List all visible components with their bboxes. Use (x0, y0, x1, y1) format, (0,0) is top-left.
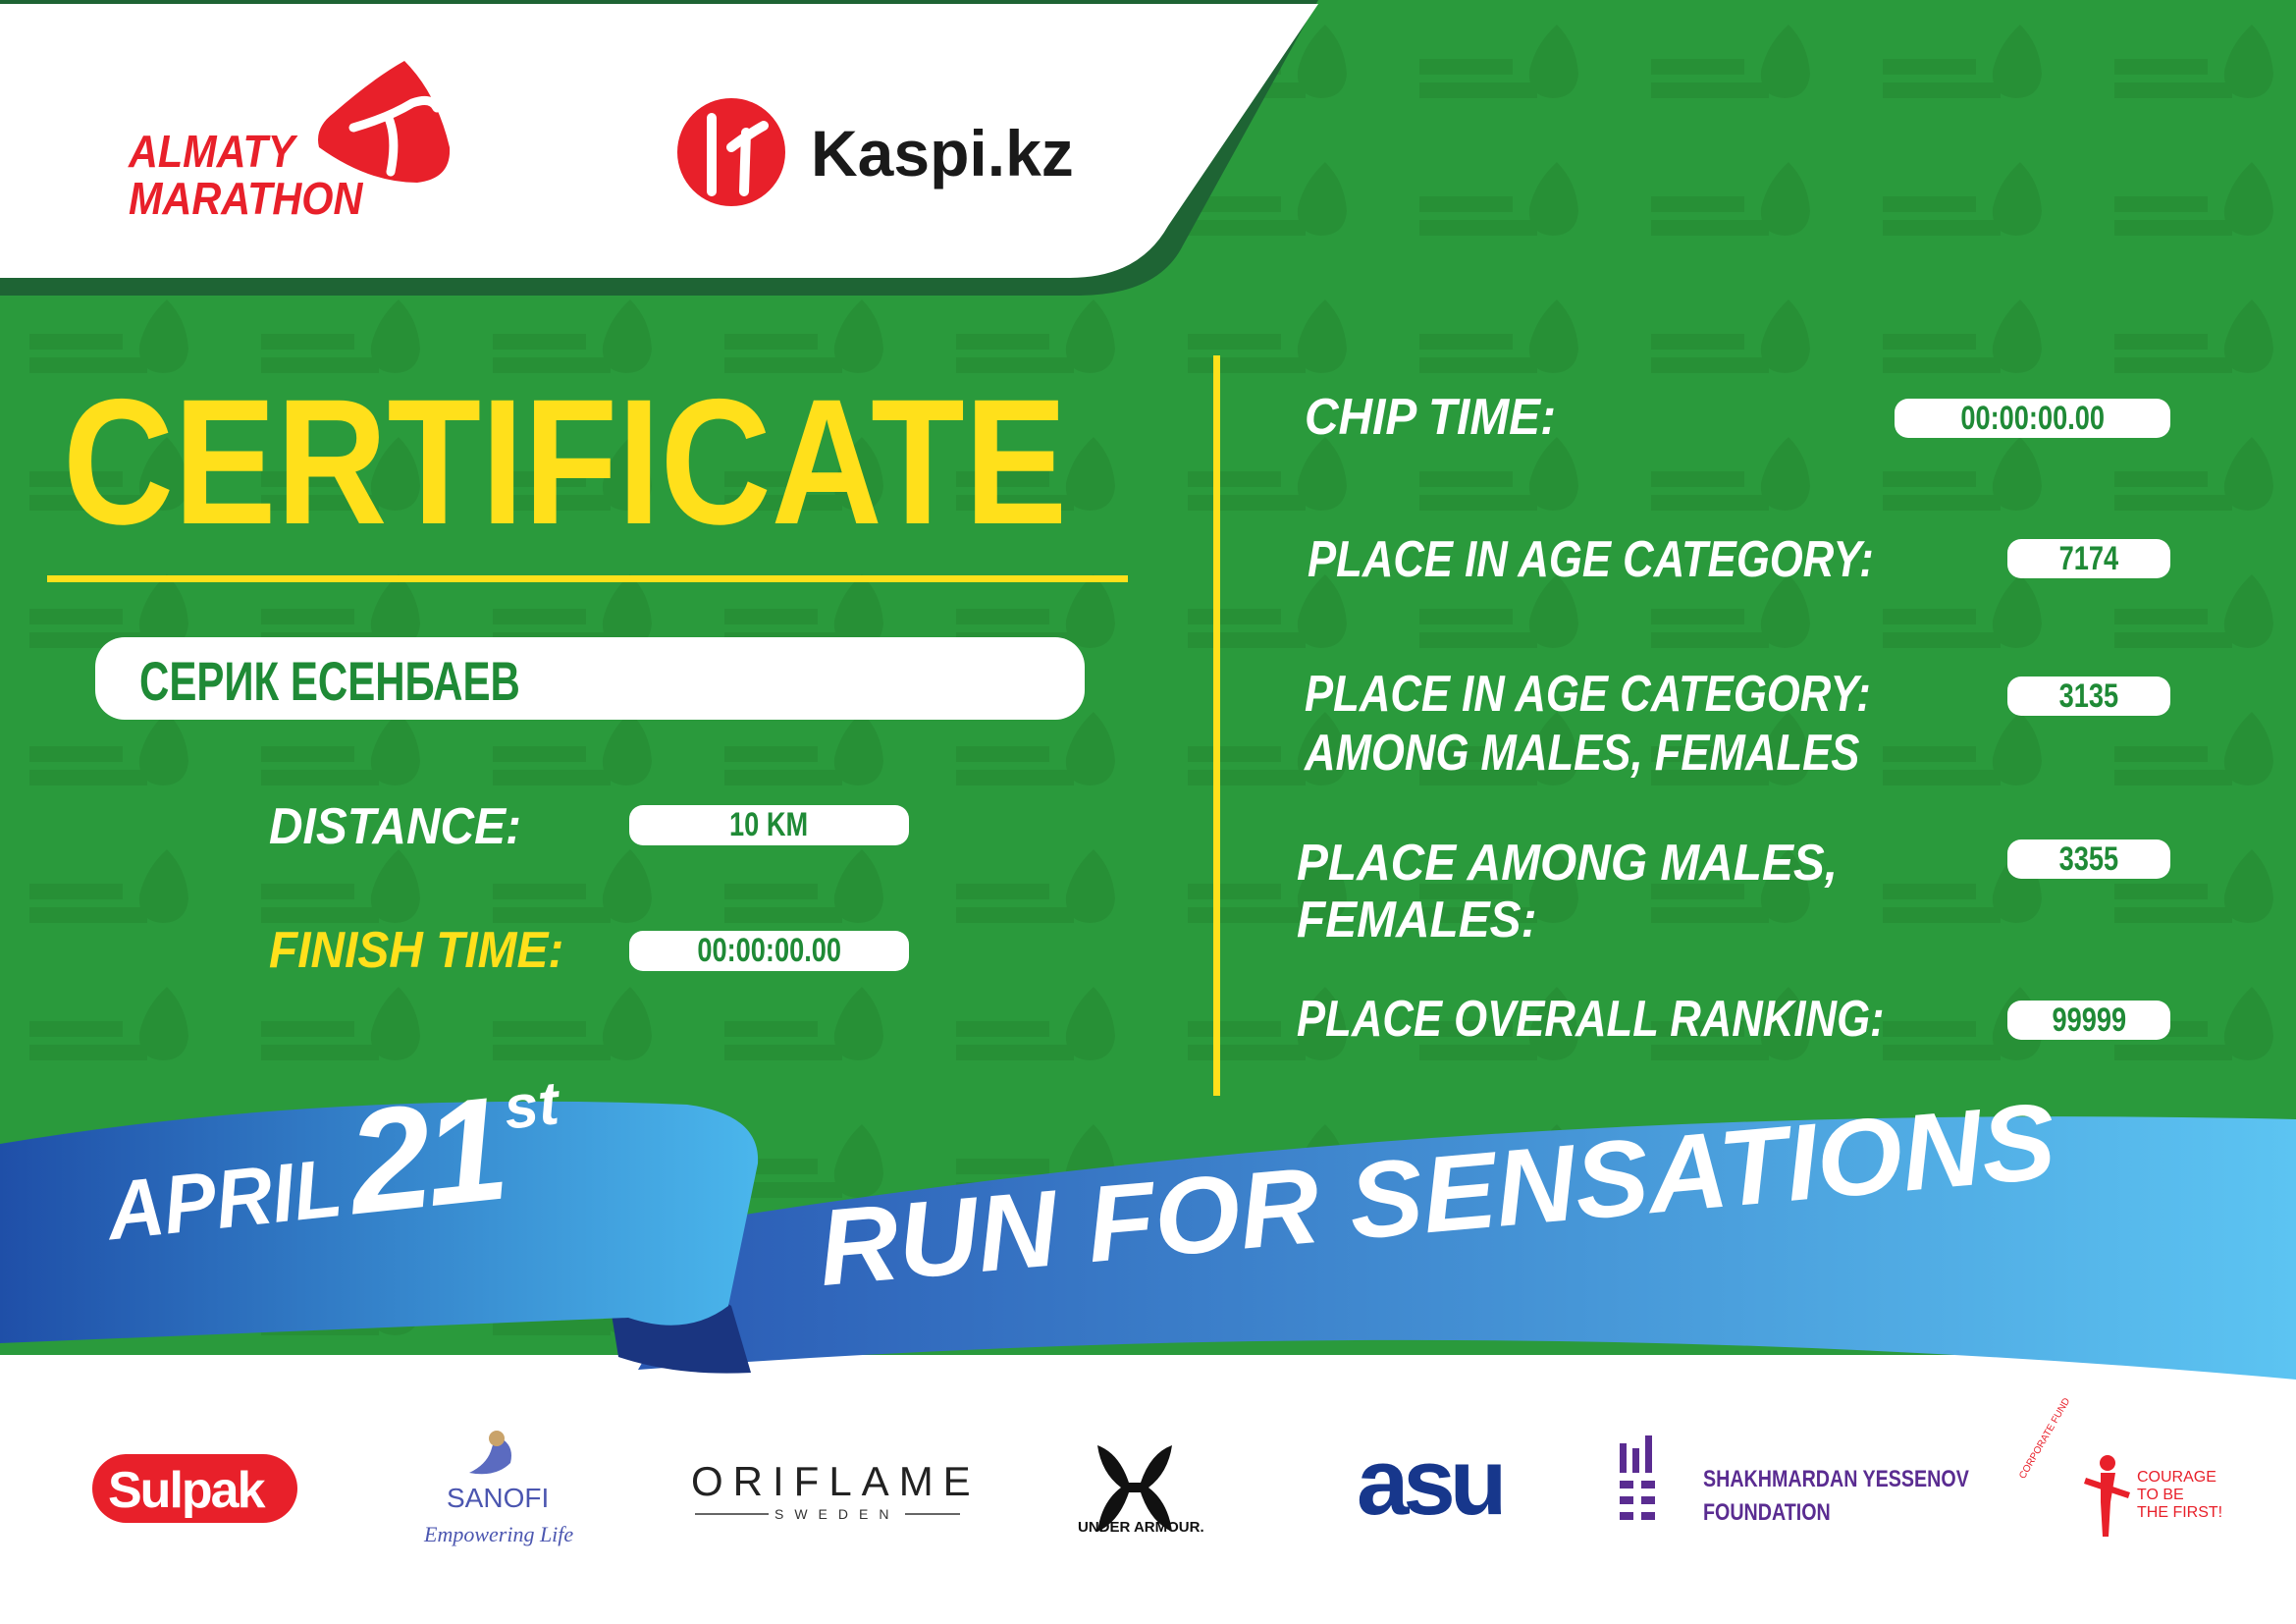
distance-value: 10 KM (629, 805, 909, 845)
courage-line1: COURAGE (2137, 1469, 2216, 1486)
distance-label: DISTANCE: (269, 798, 521, 855)
sulpak-logo (92, 1454, 297, 1523)
age-category-gender-value: 3135 (2007, 677, 2170, 716)
age-category-gender-label-2: AMONG MALES, FEMALES (1305, 725, 1860, 782)
chip-time-label: CHIP TIME: (1305, 389, 1557, 446)
distance-value-text: 10 KM (729, 806, 809, 843)
age-category-value: 7174 (2007, 539, 2170, 578)
finish-time-label: FINISH TIME: (269, 922, 564, 979)
asu-logo: asu (1357, 1430, 1507, 1535)
vertical-divider (1213, 355, 1220, 1096)
title-underline (47, 575, 1128, 582)
overall-ranking-label: PLACE OVERALL RANKING: (1297, 991, 1885, 1048)
under-armour-logo-icon (1097, 1445, 1172, 1532)
age-category-gender-value-text: 3135 (2058, 677, 2119, 715)
sanofi-tagline: Empowering Life (424, 1522, 574, 1546)
ribbon-left (0, 1101, 759, 1343)
chip-time-value-text: 00:00:00.00 (1960, 400, 2105, 437)
gender-place-label-1: PLACE AMONG MALES, (1297, 835, 1839, 892)
sanofi-logo-icon (469, 1435, 511, 1475)
kaspi-logo-text: Kaspi.kz (811, 117, 1074, 189)
date-suffix: st (501, 1069, 562, 1143)
sulpak-logo-text: Sulpak (108, 1462, 265, 1519)
date-month: APRIL (102, 1140, 347, 1258)
courage-line3: THE FIRST! (2137, 1504, 2223, 1521)
finish-time-value-text: 00:00:00.00 (697, 932, 841, 969)
under-armour-logo-text: UNDER ARMOUR. (1078, 1519, 1204, 1536)
participant-name: СЕРИК ЕСЕНБАЕВ (139, 650, 520, 712)
chip-time-value: 00:00:00.00 (1895, 399, 2170, 438)
participant-name-field: СЕРИК ЕСЕНБАЕВ (95, 637, 1085, 720)
yessenov-logo-line1: SHAKHMARDAN YESSENOV (1703, 1466, 1969, 1492)
gender-place-label-2: FEMALES: (1297, 892, 1537, 948)
ribbon-right (638, 1116, 2296, 1380)
gender-place-value: 3355 (2007, 839, 2170, 879)
age-category-gender-label-1: PLACE IN AGE CATEGORY: (1305, 666, 1871, 723)
courage-fund-logo-icon (2084, 1455, 2130, 1537)
courage-fund-text: COURAGE TO BE THE FIRST! (2137, 1469, 2222, 1522)
overall-ranking-value: 99999 (2007, 1001, 2170, 1040)
yessenov-logo-icon (1620, 1435, 1655, 1520)
yessenov-logo-line2: FOUNDATION (1703, 1499, 1831, 1526)
header-panel (0, 4, 1318, 278)
courage-line2: TO BE (2137, 1487, 2184, 1503)
age-category-label: PLACE IN AGE CATEGORY: (1308, 531, 1874, 588)
certificate-title: CERTIFICATE (63, 361, 1068, 562)
oriflame-sub-text: SWEDEN (769, 1505, 906, 1523)
date-day: 21 (341, 1064, 509, 1246)
age-category-value-text: 7174 (2058, 540, 2119, 577)
overall-ranking-value-text: 99999 (2052, 1001, 2126, 1039)
gender-place-value-text: 3355 (2058, 840, 2119, 878)
oriflame-logo-text: ORIFLAME (691, 1458, 981, 1504)
sanofi-logo-text: SANOFI (447, 1483, 550, 1513)
finish-time-value: 00:00:00.00 (629, 931, 909, 971)
almaty-marathon-logo: ALMATY MARATHON (129, 128, 362, 222)
almaty-logo-line2: MARATHON (129, 173, 363, 224)
almaty-logo-line1: ALMATY (129, 126, 295, 177)
